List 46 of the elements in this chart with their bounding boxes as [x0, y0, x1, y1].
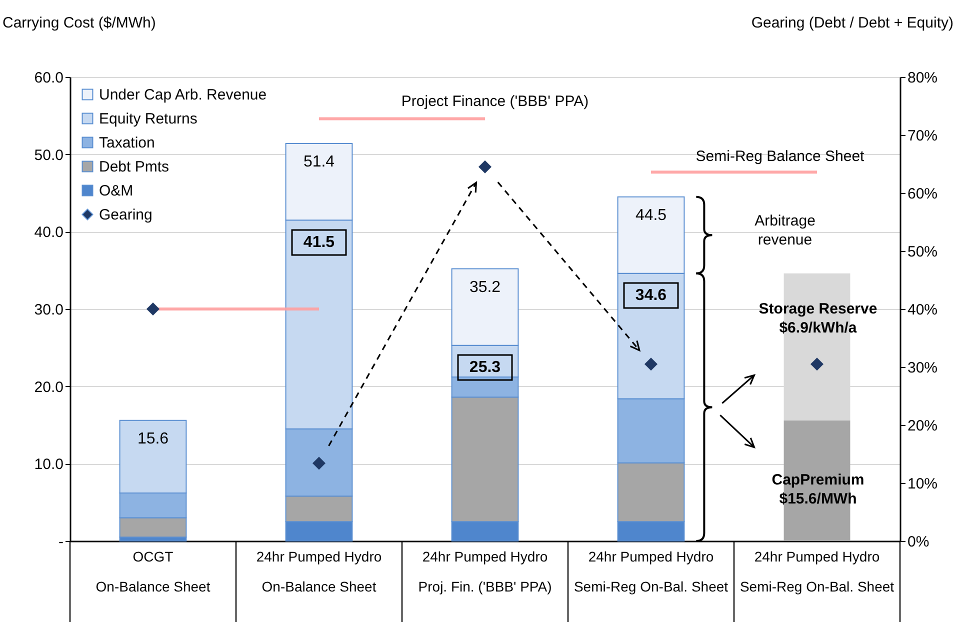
annotation: 41.5 — [303, 234, 335, 251]
annotation: Arbitrage revenue — [754, 212, 816, 248]
y2-tick-label: 30% — [908, 360, 938, 376]
x-tick-label: 24hr Pumped Hydro Semi-Reg On-Bal. Sheet — [574, 548, 728, 594]
legend-label: Gearing — [99, 206, 152, 224]
y-tick-label: 30.0 — [34, 302, 64, 318]
y2-tick-label: 60% — [908, 186, 938, 202]
point — [810, 358, 824, 371]
point — [644, 358, 658, 371]
y-tick-label: 10.0 — [34, 456, 64, 474]
annotation: 34.6 — [635, 287, 667, 304]
x-tick-label: 24hr Pumped Hydro Proj. Fin. ('BBB' PPA) — [418, 548, 552, 594]
y-axis-title: Carrying Cost ($/MWh) — [2, 14, 156, 32]
point — [478, 160, 492, 174]
y2-tick-label: 70% — [908, 128, 938, 144]
annotation: Storage Reserve $6.9/kWh/a — [758, 300, 878, 336]
y-tick-label: - — [58, 534, 64, 550]
y-tick-label: 50.0 — [34, 146, 64, 164]
annotation: 25.3 — [469, 359, 501, 376]
y2-tick-label: 50% — [908, 244, 938, 260]
x-tick-label: 24hr Pumped Hydro On-Balance Sheet — [256, 548, 382, 594]
y-tick-label: 20.0 — [34, 378, 64, 396]
legend-label: O&M — [99, 182, 134, 200]
annotation: CapPremium $15.6/MWh — [772, 472, 864, 508]
legend-label: Debt Pmts — [99, 158, 170, 176]
total-label: 44.5 — [635, 206, 667, 224]
x-tick-label: OCGT On-Balance Sheet — [96, 548, 210, 594]
y2-tick-label: 40% — [908, 302, 938, 318]
point — [312, 456, 326, 470]
annotation: Semi-Reg Balance Sheet — [696, 148, 866, 165]
y2-tick-label: 80% — [908, 70, 938, 86]
y-tick-label: 40.0 — [34, 224, 64, 242]
total-label: 51.4 — [303, 154, 335, 171]
y2-axis-title: Gearing (Debt / Debt + Equity) — [751, 14, 954, 32]
y2-tick-label: 0% — [908, 534, 930, 550]
y2-tick-label: 20% — [908, 418, 938, 434]
y2-tick-label: 10% — [908, 476, 938, 492]
annotation: Project Finance ('BBB' PPA) — [401, 93, 589, 110]
legend-label: Equity Returns — [99, 110, 198, 128]
point — [146, 302, 160, 316]
legend-label: Under Cap Arb. Revenue — [99, 86, 267, 104]
y-tick-label: 60.0 — [34, 70, 64, 86]
x-tick-label: 24hr Pumped Hydro Semi-Reg On-Bal. Sheet — [740, 548, 894, 594]
total-label: 35.2 — [469, 278, 501, 296]
legend-label: Taxation — [99, 134, 155, 152]
total-label: 15.6 — [137, 430, 169, 448]
